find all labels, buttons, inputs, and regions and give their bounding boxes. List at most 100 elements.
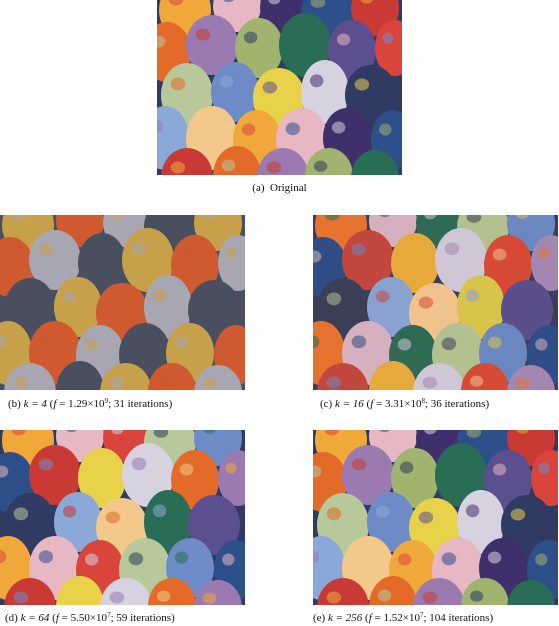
- balloon-highlight: [202, 592, 217, 604]
- panel-d-image: [0, 430, 245, 605]
- panel-a-image: [157, 0, 402, 175]
- balloon-highlight: [197, 508, 213, 521]
- balloon-highlight: [324, 430, 340, 436]
- balloon-highlight: [174, 336, 189, 349]
- balloon-highlight: [441, 337, 457, 351]
- balloon-highlight: [86, 246, 101, 259]
- balloon-highlight: [351, 335, 367, 349]
- balloon-highlight: [225, 462, 237, 474]
- panel-b-k: k = 4: [23, 398, 47, 410]
- balloons-image-k64: [0, 430, 245, 605]
- balloon-highlight: [288, 27, 304, 41]
- balloon-highlight: [336, 33, 351, 46]
- balloon-highlight: [444, 242, 460, 256]
- balloon-highlight: [492, 248, 507, 261]
- balloon-highlight: [105, 296, 121, 309]
- balloon-highlight: [62, 290, 77, 303]
- balloon-highlight: [538, 462, 550, 474]
- balloon-highlight: [515, 592, 530, 604]
- balloon-highlight: [0, 465, 9, 478]
- balloon-highlight: [465, 504, 480, 518]
- balloon-highlight: [157, 120, 164, 134]
- balloon-highlight: [313, 250, 322, 263]
- balloon-highlight: [203, 430, 216, 434]
- balloon-highlight: [382, 32, 394, 44]
- panel-a-caption-text: Original: [270, 182, 307, 194]
- balloons-image-k4: [0, 215, 245, 390]
- balloons-image-k16: [313, 215, 558, 390]
- balloon-highlight: [418, 296, 434, 309]
- balloon-highlight: [66, 215, 77, 218]
- balloon-highlight: [109, 376, 125, 389]
- panel-e-image: [313, 430, 558, 605]
- balloon-highlight: [109, 591, 125, 604]
- panel-a-label: (a): [252, 182, 265, 194]
- panel-b-image: [0, 215, 245, 390]
- balloon-highlight: [331, 121, 346, 134]
- balloon-highlight: [360, 0, 373, 4]
- balloon-highlight: [375, 290, 390, 303]
- balloon-highlight: [424, 430, 437, 435]
- balloon-highlight: [377, 374, 392, 387]
- balloon-highlight: [152, 504, 167, 518]
- balloon-highlight: [197, 293, 213, 306]
- balloon-highlight: [38, 550, 54, 564]
- panel-e-caption: (e) k = 256 (f = 1.52×107; 104 iteration…: [313, 611, 494, 625]
- balloon-highlight: [310, 0, 326, 8]
- balloon-highlight: [0, 335, 7, 349]
- panel-d-label: (d): [5, 612, 18, 624]
- balloon-highlight: [418, 511, 434, 524]
- panel-a-caption: (a) Original: [0, 181, 559, 195]
- balloon-highlight: [266, 161, 282, 174]
- panel-c-k: k = 16: [334, 398, 364, 410]
- balloon-highlight: [469, 590, 484, 602]
- balloon-highlight: [313, 160, 328, 172]
- balloon-highlight: [538, 247, 550, 259]
- balloon-highlight: [354, 78, 370, 91]
- balloon-highlight: [202, 377, 217, 389]
- balloon-highlight: [11, 215, 27, 221]
- balloon-highlight: [221, 159, 236, 172]
- balloon-highlight: [131, 242, 147, 256]
- balloon-highlight: [222, 338, 235, 351]
- balloon-highlight: [379, 123, 392, 136]
- panel-d-caption: (d) k = 64 (f = 5.50×107; 59 iterations): [5, 611, 175, 625]
- balloon-highlight: [223, 0, 234, 3]
- balloon-highlight: [170, 161, 186, 174]
- panel-e-k: k = 256: [327, 612, 363, 624]
- balloon-highlight: [359, 162, 374, 174]
- balloon-highlight: [466, 215, 482, 223]
- balloon-highlight: [84, 338, 99, 351]
- panel-b-f-exponent: 9: [104, 397, 109, 405]
- balloon-highlight: [152, 289, 167, 303]
- balloon-highlight: [179, 463, 194, 476]
- balloon-highlight: [38, 243, 54, 256]
- balloon-highlight: [399, 461, 414, 474]
- balloon-highlight: [219, 75, 234, 88]
- panel-e-label: (e): [313, 612, 326, 624]
- balloon-highlight: [268, 0, 281, 5]
- panel-c-label: (c): [320, 398, 333, 410]
- balloon-highlight: [174, 551, 189, 564]
- panel-c-f-mantissa: 3.31: [384, 398, 405, 410]
- balloon-highlight: [487, 336, 502, 349]
- balloon-highlight: [313, 335, 320, 349]
- balloon-highlight: [515, 377, 530, 389]
- balloon: [375, 20, 402, 76]
- balloon-highlight: [469, 375, 484, 387]
- balloon-highlight: [0, 550, 7, 564]
- balloon-highlight: [324, 215, 340, 221]
- balloon-highlight: [422, 376, 438, 389]
- balloon-highlight: [379, 430, 390, 433]
- balloon-highlight: [179, 248, 194, 261]
- balloon-highlight: [465, 289, 480, 303]
- panel-b-f-mantissa: 1.29: [68, 398, 88, 410]
- balloon-highlight: [444, 457, 460, 471]
- balloon-highlight: [111, 215, 124, 220]
- panel-b-label: (b): [8, 398, 21, 410]
- balloon-highlight: [375, 505, 390, 518]
- balloon-highlight: [397, 553, 412, 566]
- balloon-highlight: [13, 591, 29, 604]
- balloon-highlight: [399, 246, 414, 259]
- balloon-highlight: [441, 552, 457, 566]
